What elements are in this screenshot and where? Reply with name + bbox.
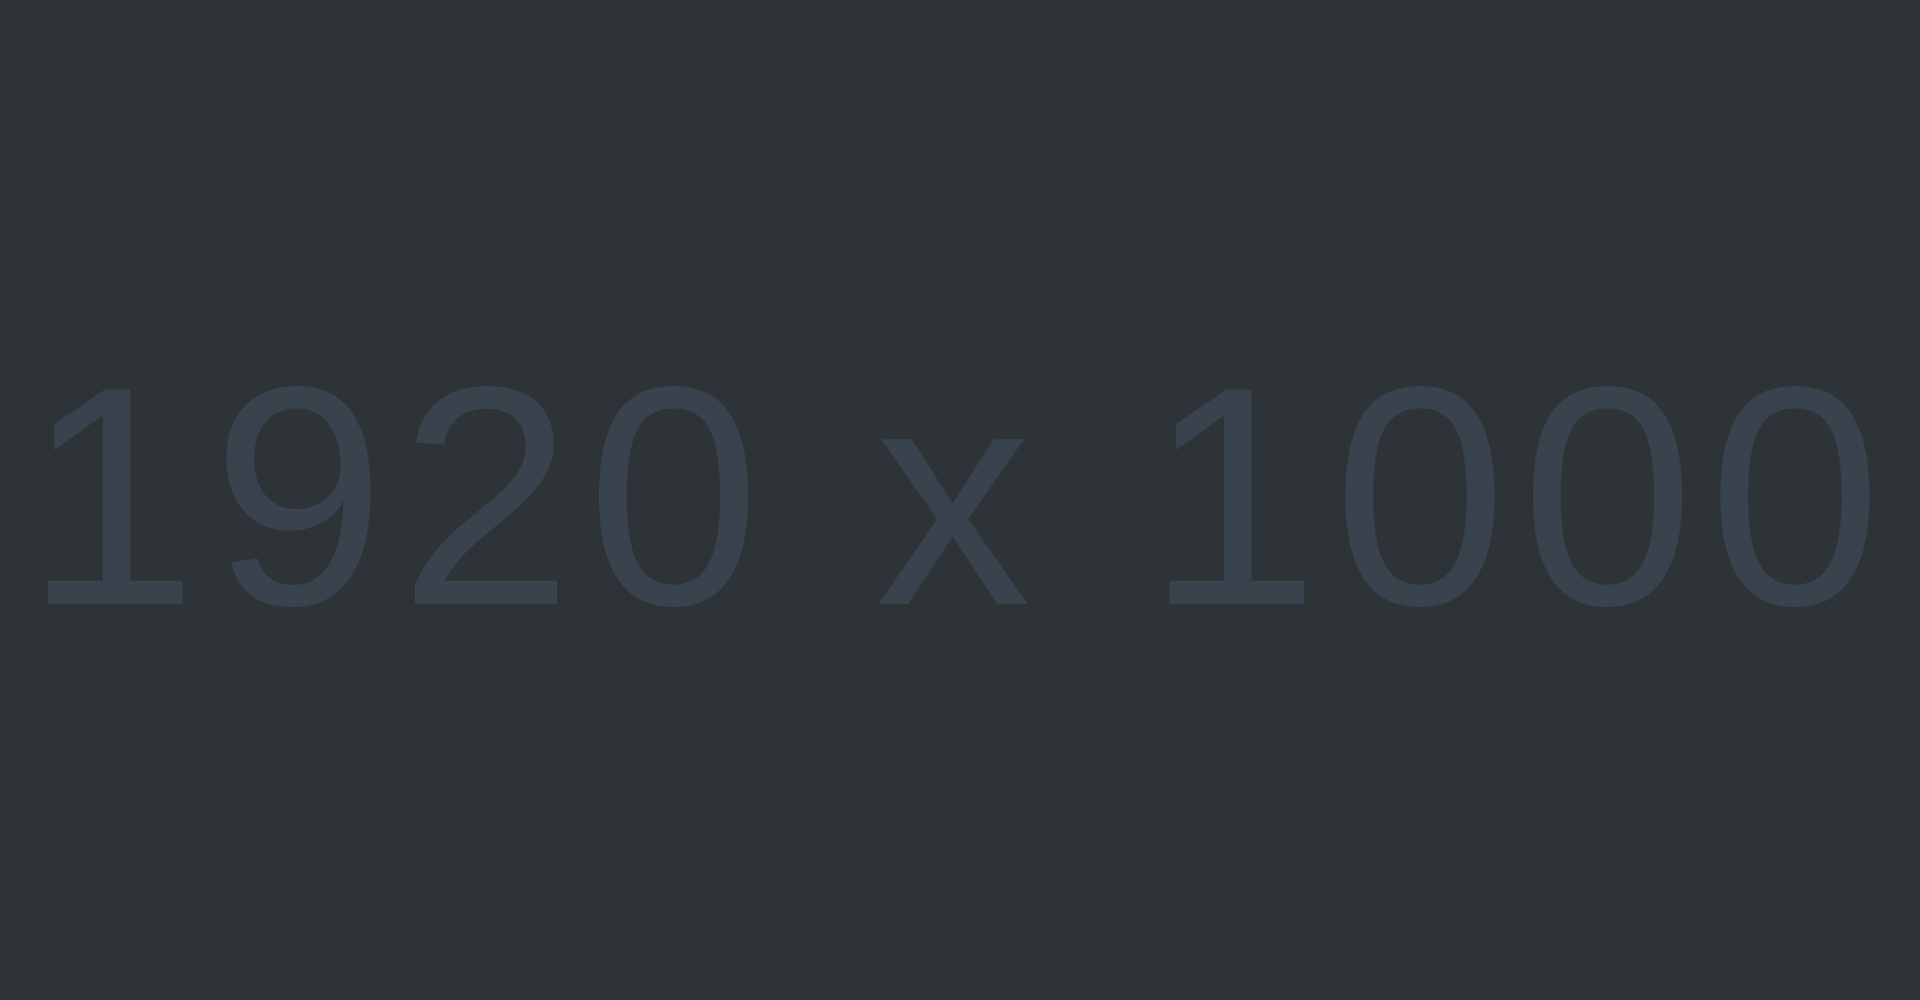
placeholder-dimensions-label: 1920 x 1000 [24, 323, 1896, 671]
